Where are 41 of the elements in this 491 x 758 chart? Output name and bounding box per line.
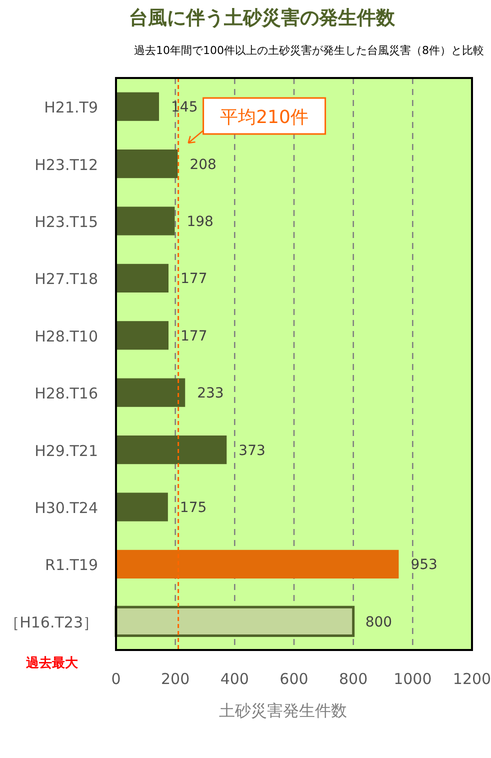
data-label: 208 [190, 156, 216, 173]
y-tick-label: H30.T24 [34, 499, 98, 517]
bar [116, 550, 399, 578]
chart-subtitle: 過去10年間で100件以上の土砂災害が発生した台風災害（8件）と比較 [134, 44, 484, 57]
data-label: 177 [180, 328, 208, 344]
bar [116, 436, 227, 464]
data-label: 175 [180, 500, 207, 516]
y-tick-label: H28.T16 [34, 384, 98, 403]
x-tick-label: 1000 [394, 670, 432, 688]
data-label: 177 [180, 271, 208, 288]
data-label: 953 [410, 557, 438, 574]
y-tick-label: H21.T9 [44, 98, 98, 117]
data-label: 233 [197, 386, 224, 402]
x-axis-title: 土砂災害発生件数 [219, 701, 347, 720]
y-tick-label: H29.T21 [34, 442, 98, 460]
bar [116, 206, 175, 236]
chart-title: 台風に伴う土砂災害の発生件数 [129, 7, 396, 29]
x-tick-label: 200 [161, 670, 190, 688]
x-tick-label: 800 [339, 670, 368, 688]
y-tick-label: ［H16.T23］ [4, 613, 98, 632]
y-tick-label: H23.T12 [34, 156, 98, 174]
y-tick-label: H23.T15 [34, 213, 98, 231]
text: 過去最大 [25, 656, 79, 671]
bar [116, 92, 160, 121]
y-tick-label: R1.T19 [45, 556, 98, 574]
y-tick-label: H28.T10 [34, 327, 98, 346]
data-label: 800 [365, 614, 392, 630]
bar [116, 264, 169, 292]
bar [116, 378, 186, 407]
bar [116, 150, 178, 178]
bar [116, 321, 169, 350]
data-label: 145 [171, 100, 198, 116]
x-tick-label: 600 [280, 670, 308, 688]
x-tick-label: 400 [220, 670, 249, 688]
y-tick-label: H27.T18 [34, 270, 98, 288]
x-tick-label: 1200 [452, 670, 491, 688]
data-label: 373 [238, 442, 266, 459]
x-tick-label: 0 [111, 670, 121, 688]
ref-line-label: 平均210件 [220, 107, 308, 128]
bar [116, 492, 168, 522]
data-label: 198 [186, 214, 214, 230]
